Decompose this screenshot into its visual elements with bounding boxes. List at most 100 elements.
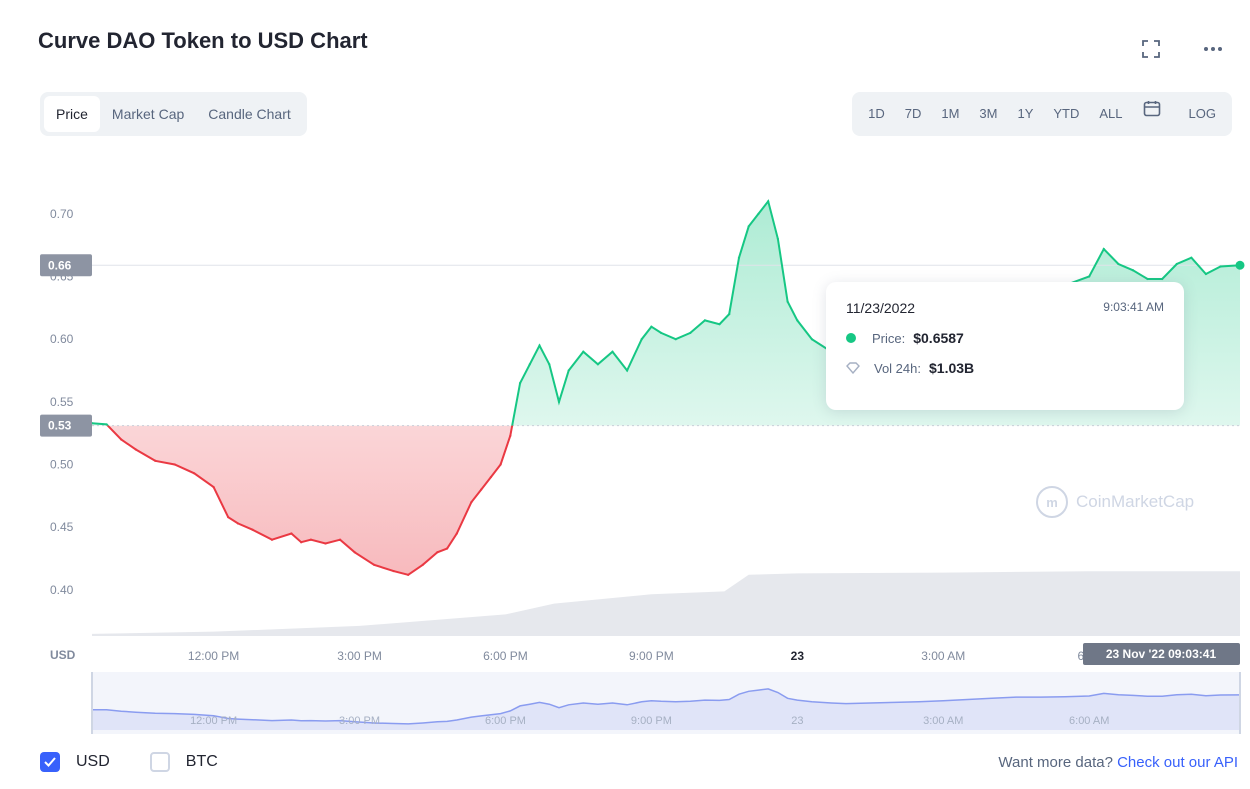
price-point — [1131, 269, 1135, 272]
price-point — [810, 338, 814, 341]
volume-area — [92, 571, 1240, 636]
navigator-tick-label: 6:00 PM — [485, 715, 526, 727]
range-ytd[interactable]: YTD — [1053, 106, 1080, 121]
price-point — [509, 434, 512, 437]
price-point — [373, 563, 376, 566]
price-point — [489, 475, 492, 479]
checkbox-checked-icon — [40, 752, 60, 772]
expand-icon[interactable] — [1138, 38, 1164, 60]
price-point — [518, 381, 522, 385]
current-date-tag: 23 Nov '22 09:03:41 — [1106, 647, 1217, 661]
current-date-tag-bg — [1083, 643, 1240, 665]
more-horizontal-icon[interactable] — [1200, 38, 1226, 60]
x-tick-label: 23 — [791, 649, 805, 663]
navigator-tick-label: 3:00 AM — [923, 715, 963, 727]
y-tick-label: 0.50 — [50, 458, 74, 472]
range-3m[interactable]: 3M — [979, 106, 998, 121]
y-axis-unit-label: USD — [50, 648, 76, 662]
x-tick-label: 9:00 PM — [629, 649, 674, 663]
x-tick-label: 3:00 AM — [921, 649, 965, 663]
price-point — [227, 516, 230, 519]
more-data-prompt: Want more data? Check out our API — [998, 754, 1238, 771]
y-tick-label: 0.55 — [50, 395, 74, 409]
price-point — [290, 532, 293, 535]
price-point — [480, 488, 483, 491]
chart-footer: USD BTC Want more data? Check out our AP… — [40, 752, 1238, 772]
price-point — [757, 212, 760, 215]
chart-type-tabs: Price Market Cap Candle Chart — [40, 92, 307, 136]
price-point — [212, 485, 215, 489]
navigator-background — [92, 672, 1240, 734]
tab-market-cap[interactable]: Market Cap — [111, 106, 185, 122]
tab-price[interactable]: Price — [44, 96, 100, 132]
chart-actions — [1138, 38, 1226, 60]
price-point — [737, 256, 741, 259]
price-line-down — [106, 425, 514, 576]
price-point — [470, 501, 473, 504]
price-point — [767, 200, 770, 203]
price-point — [236, 522, 240, 525]
price-point — [455, 532, 458, 535]
y-tick-label: 0.40 — [50, 583, 74, 597]
price-dot-icon — [846, 333, 856, 343]
price-point — [1161, 277, 1164, 281]
btc-checkbox[interactable]: BTC — [149, 752, 218, 772]
price-point — [703, 319, 707, 322]
range-1m[interactable]: 1M — [941, 106, 960, 121]
range-1d[interactable]: 1D — [868, 106, 885, 121]
price-point — [1190, 256, 1193, 259]
price-point — [300, 541, 303, 544]
tooltip-price-value: $0.6587 — [913, 330, 964, 346]
price-point — [538, 344, 541, 347]
price-point — [728, 313, 731, 316]
price-point — [718, 323, 721, 326]
price-point — [625, 369, 629, 372]
baseline-price-tag: 0.53 — [48, 419, 72, 433]
price-point — [548, 363, 551, 366]
navigator-tick-label: 9:00 PM — [631, 715, 672, 727]
price-point — [611, 350, 614, 353]
price-point — [796, 319, 799, 322]
navigator-line — [91, 688, 1241, 725]
price-point — [392, 569, 395, 573]
calendar-button[interactable] — [1133, 96, 1171, 132]
price-point — [407, 573, 410, 576]
price-point — [582, 350, 585, 353]
watermark-text: CoinMarketCap — [1076, 492, 1195, 511]
price-point — [251, 528, 254, 531]
tab-candle-chart[interactable]: Candle Chart — [208, 106, 291, 122]
range-1y[interactable]: 1Y — [1017, 106, 1034, 121]
y-tick-label: 0.60 — [50, 332, 74, 346]
usd-checkbox[interactable]: USD — [40, 752, 110, 772]
price-point — [557, 400, 561, 403]
price-point — [596, 363, 599, 366]
tooltip-price-label: Price: — [872, 330, 906, 346]
range-all[interactable]: ALL — [1099, 106, 1123, 121]
calendar-icon — [1143, 96, 1161, 132]
price-point — [776, 237, 779, 241]
price-point — [193, 472, 196, 475]
coinmarketcap-watermark: m CoinMarketCap — [1036, 486, 1194, 518]
api-link[interactable]: Check out our API — [1117, 753, 1238, 771]
price-tooltip: 11/23/2022 9:03:41 AM Price: $0.6587 Vol… — [826, 282, 1184, 410]
current-price-dot — [1235, 260, 1245, 270]
price-point — [660, 331, 663, 335]
price-point — [270, 538, 274, 541]
diamond-icon — [846, 362, 860, 374]
price-point — [650, 325, 653, 328]
price-point — [689, 331, 692, 335]
price-point — [786, 300, 789, 303]
tooltip-time: 9:03:41 AM — [1103, 300, 1164, 314]
coinmarketcap-logo-icon: m — [1036, 486, 1068, 518]
chart-title: Curve DAO Token to USD Chart — [38, 28, 368, 53]
tooltip-date: 11/23/2022 — [846, 300, 916, 316]
price-point — [1117, 262, 1120, 266]
price-point — [338, 538, 342, 541]
price-point — [1204, 272, 1208, 276]
log-toggle[interactable]: LOG — [1188, 106, 1216, 121]
navigator-tick-label: 12:00 PM — [190, 715, 237, 727]
range-7d[interactable]: 7D — [904, 106, 922, 121]
navigator-tick-label: 6:00 AM — [1069, 715, 1109, 727]
price-point — [324, 542, 327, 545]
